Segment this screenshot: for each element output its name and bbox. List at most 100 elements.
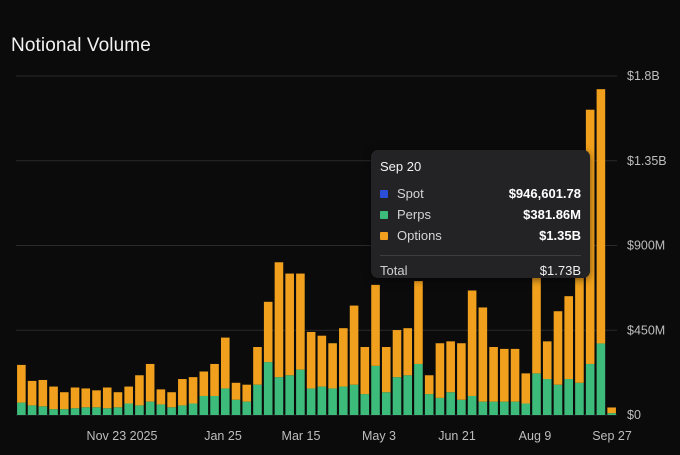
options-bar[interactable]: [478, 307, 488, 402]
bar-group[interactable]: [253, 347, 262, 415]
bar-group[interactable]: [242, 384, 252, 415]
perps-bar[interactable]: [220, 388, 230, 415]
options-bar[interactable]: [542, 341, 552, 380]
options-bar[interactable]: [296, 273, 305, 370]
bar-group[interactable]: [381, 347, 391, 415]
perps-bar[interactable]: [403, 375, 413, 415]
bar-group[interactable]: [457, 343, 466, 415]
bar-group[interactable]: [435, 343, 445, 415]
bar-group[interactable]: [49, 386, 58, 415]
bar-group[interactable]: [403, 328, 413, 415]
bar-group[interactable]: [521, 373, 531, 415]
perps-bar[interactable]: [500, 401, 509, 415]
perps-bar[interactable]: [242, 401, 252, 415]
perps-bar[interactable]: [435, 397, 445, 415]
options-bar[interactable]: [263, 301, 273, 363]
options-bar[interactable]: [27, 380, 37, 406]
perps-bar[interactable]: [210, 395, 219, 415]
bar-group[interactable]: [231, 382, 241, 415]
options-bar[interactable]: [306, 331, 316, 389]
perps-bar[interactable]: [81, 407, 91, 415]
bar-group[interactable]: [81, 388, 91, 415]
perps-bar[interactable]: [585, 363, 595, 415]
options-bar[interactable]: [521, 373, 531, 404]
options-bar[interactable]: [38, 379, 48, 407]
perps-bar[interactable]: [102, 408, 112, 415]
options-bar[interactable]: [60, 392, 69, 410]
bar-group[interactable]: [553, 311, 563, 415]
bar-group[interactable]: [188, 377, 198, 415]
bar-group[interactable]: [510, 348, 520, 415]
options-bar[interactable]: [113, 392, 123, 408]
perps-bar[interactable]: [135, 405, 144, 415]
options-bar[interactable]: [188, 377, 198, 404]
perps-bar[interactable]: [575, 382, 584, 415]
perps-bar[interactable]: [510, 401, 520, 415]
bar-group[interactable]: [156, 389, 166, 415]
perps-bar[interactable]: [489, 401, 498, 415]
options-bar[interactable]: [210, 363, 219, 396]
perps-bar[interactable]: [553, 384, 563, 415]
perps-bar[interactable]: [317, 386, 327, 415]
bar-group[interactable]: [274, 262, 284, 415]
options-bar[interactable]: [403, 328, 413, 376]
perps-bar[interactable]: [478, 401, 488, 415]
perps-bar[interactable]: [521, 403, 531, 415]
perps-bar[interactable]: [467, 395, 477, 415]
options-bar[interactable]: [92, 390, 101, 408]
options-bar[interactable]: [17, 364, 26, 403]
options-bar[interactable]: [500, 348, 509, 402]
bar-group[interactable]: [210, 363, 219, 415]
perps-bar[interactable]: [188, 403, 198, 415]
bar-group[interactable]: [585, 109, 595, 415]
bar-group[interactable]: [92, 390, 101, 415]
bar-group[interactable]: [328, 343, 337, 415]
bar-group[interactable]: [349, 305, 359, 415]
bar-group[interactable]: [446, 341, 455, 415]
options-bar[interactable]: [467, 290, 477, 396]
options-bar[interactable]: [242, 384, 252, 402]
perps-bar[interactable]: [124, 403, 133, 415]
bar-group[interactable]: [135, 375, 144, 415]
bar-group[interactable]: [113, 392, 123, 415]
perps-bar[interactable]: [231, 399, 241, 415]
options-bar[interactable]: [510, 348, 520, 402]
bar-group[interactable]: [360, 347, 370, 415]
options-bar[interactable]: [424, 375, 434, 395]
bar-group[interactable]: [70, 387, 80, 415]
perps-bar[interactable]: [253, 384, 262, 415]
perps-bar[interactable]: [167, 407, 176, 415]
bar-group[interactable]: [38, 379, 48, 415]
bar-group[interactable]: [167, 392, 176, 415]
bar-group[interactable]: [478, 307, 488, 415]
bar-group[interactable]: [199, 371, 209, 415]
options-bar[interactable]: [414, 281, 423, 364]
bar-group[interactable]: [178, 379, 187, 415]
options-bar[interactable]: [446, 341, 455, 393]
bar-group[interactable]: [296, 273, 305, 415]
options-bar[interactable]: [532, 211, 541, 374]
options-bar[interactable]: [435, 343, 445, 398]
options-bar[interactable]: [220, 337, 230, 389]
bar-group[interactable]: [285, 273, 294, 415]
options-bar[interactable]: [156, 389, 166, 405]
perps-bar[interactable]: [392, 377, 402, 415]
bar-group[interactable]: [424, 375, 434, 415]
options-bar[interactable]: [392, 330, 402, 378]
perps-bar[interactable]: [532, 373, 541, 415]
options-bar[interactable]: [167, 392, 176, 408]
options-bar[interactable]: [328, 343, 337, 389]
bar-group[interactable]: [306, 331, 316, 415]
perps-bar[interactable]: [27, 405, 37, 415]
perps-bar[interactable]: [339, 386, 348, 415]
bar-group[interactable]: [532, 211, 541, 415]
perps-bar[interactable]: [113, 407, 123, 415]
options-bar[interactable]: [102, 387, 112, 409]
options-bar[interactable]: [124, 386, 133, 404]
perps-bar[interactable]: [306, 388, 316, 415]
perps-bar[interactable]: [38, 406, 48, 415]
perps-bar[interactable]: [296, 369, 305, 415]
perps-bar[interactable]: [424, 394, 434, 415]
options-bar[interactable]: [381, 347, 391, 393]
